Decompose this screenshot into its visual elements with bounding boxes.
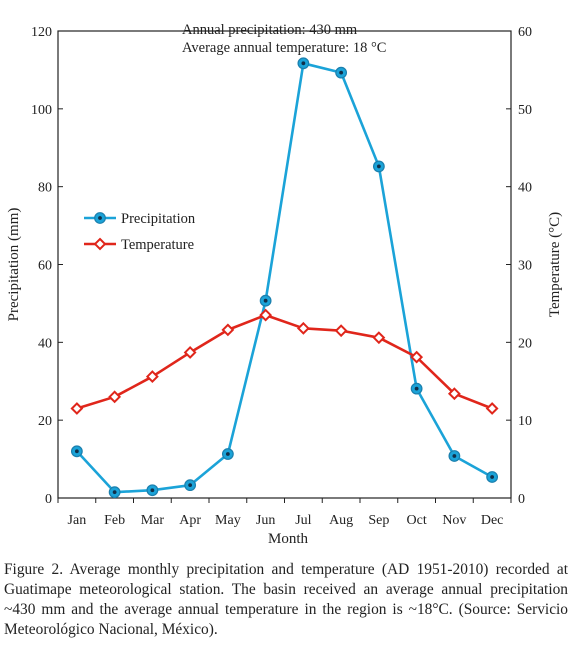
temperature-marker [296, 321, 310, 335]
axes-layer: 0 20 40 60 80 100 120 0 10 20 30 40 50 60 Jan Feb Mar Apr… [31, 25, 532, 528]
y-axis-left-label: Precipitation (mm) [6, 208, 22, 322]
precipitation-marker-dot [112, 490, 117, 495]
y-left-tick-label: 0 [45, 492, 52, 507]
x-tick-label: Aug [329, 513, 353, 528]
precipitation-marker-dot [301, 61, 306, 66]
plot-frame [57, 30, 512, 499]
y-left-tick-label: 20 [38, 414, 52, 429]
x-tick-label: Feb [104, 513, 125, 528]
y-right-tick-label: 60 [518, 25, 532, 40]
temperature-marker [183, 346, 197, 359]
precipitation-line [75, 62, 493, 494]
x-tick-label: Oct [407, 513, 427, 528]
y-right-tick-label: 0 [518, 492, 525, 507]
temperature-marker [259, 308, 273, 322]
x-tick-label: Nov [442, 513, 466, 528]
y-right-tick-label: 50 [518, 103, 532, 118]
temperature-marker [145, 370, 159, 383]
legend-precipitation-label: Precipitation [121, 211, 196, 227]
y-left-tick-label: 100 [31, 103, 52, 118]
x-tick-label: Dec [481, 513, 504, 528]
x-tick-label: Mar [141, 513, 165, 528]
precipitation-marker-dot [150, 488, 155, 493]
precipitation-marker-dot [263, 298, 268, 303]
climate-chart: 0 20 40 60 80 100 120 0 10 20 30 40 50 60 Jan Feb Mar Apr… [6, 22, 563, 547]
annotation-layer: Annual precipitation: 430 mm Average ann… [182, 22, 386, 56]
temperature-marker [410, 350, 424, 364]
legend-temperature-label: Temperature [121, 237, 194, 253]
precipitation-marker-dot [339, 70, 344, 75]
precipitation-marker-dot [188, 483, 193, 488]
temperature-marker [334, 324, 348, 338]
y-left-tick-label: 120 [31, 25, 52, 40]
temperature-line [76, 313, 493, 410]
annotation-average-temperature: Average annual temperature: 18 °C [182, 40, 386, 56]
temperature-marker [108, 390, 122, 404]
precipitation-marker-dot [74, 449, 79, 454]
x-tick-label: May [215, 513, 241, 528]
precipitation-marker-dot [452, 454, 457, 458]
y-left-tick-label: 60 [38, 259, 52, 274]
y-right-tick-label: 30 [518, 259, 532, 274]
y-axis-right-label: Temperature (°C) [547, 212, 563, 317]
figure-caption: Figure 2. Average monthly precipitation … [4, 561, 568, 638]
y-right-tick-label: 20 [518, 336, 532, 351]
x-tick-label: Jul [295, 513, 311, 528]
precipitation-marker-dot [414, 386, 419, 391]
y-right-tick-label: 40 [518, 181, 532, 196]
temperature-marker [485, 402, 499, 415]
series-layer [70, 57, 499, 499]
temperature-marker [372, 331, 386, 345]
temperature-marker [447, 387, 461, 401]
x-tick-label: Sep [368, 513, 389, 528]
temperature-marker [70, 402, 84, 415]
temperature-marker [93, 237, 107, 251]
precipitation-marker-dot [98, 216, 102, 220]
y-left-tick-label: 80 [38, 181, 52, 196]
precipitation-marker-dot [490, 475, 495, 479]
y-right-tick-label: 10 [518, 414, 532, 429]
x-axis-label: Month [268, 531, 309, 547]
annotation-annual-precipitation: Annual precipitation: 430 mm [182, 22, 358, 38]
x-tick-label: Jan [68, 513, 87, 528]
legend: Precipitation Temperature [84, 211, 196, 253]
precipitation-marker-dot [376, 164, 381, 169]
x-tick-label: Apr [179, 513, 201, 528]
precipitation-marker-dot [225, 452, 230, 456]
x-tick-label: Jun [256, 513, 275, 528]
y-left-tick-label: 40 [38, 336, 52, 351]
temperature-marker [221, 323, 235, 337]
